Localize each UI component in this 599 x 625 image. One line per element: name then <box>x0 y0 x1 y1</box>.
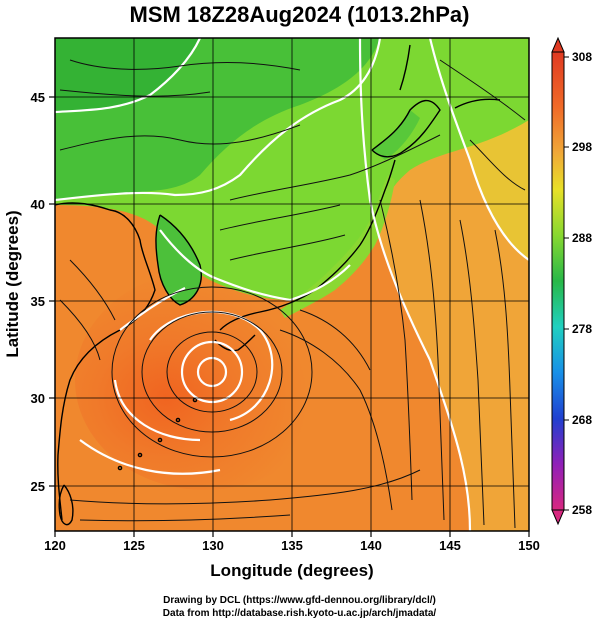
colorbar: 308 298 288 278 268 258 <box>551 36 592 526</box>
x-tick-label: 140 <box>360 538 382 553</box>
x-tick-label: 125 <box>123 538 145 553</box>
x-axis: 120 125 130 135 140 145 150 Longitude (d… <box>44 531 540 580</box>
x-tick-label: 135 <box>281 538 303 553</box>
y-axis-title: Latitude (degrees) <box>3 210 22 357</box>
colorbar-label: 308 <box>572 50 592 64</box>
colorbar-label: 268 <box>572 413 592 427</box>
y-tick-label: 35 <box>31 294 45 309</box>
x-axis-title: Longitude (degrees) <box>210 561 373 580</box>
y-tick-label: 40 <box>31 197 45 212</box>
colorbar-label: 258 <box>572 503 592 517</box>
x-tick-label: 130 <box>202 538 224 553</box>
colorbar-label: 288 <box>572 231 592 245</box>
y-tick-label: 30 <box>31 391 45 406</box>
credit-line-data: Data from http://database.rish.kyoto-u.a… <box>162 608 437 619</box>
graticule <box>55 38 529 531</box>
y-tick-label: 25 <box>31 479 45 494</box>
x-tick-label: 145 <box>439 538 461 553</box>
colorbar-label: 298 <box>572 140 592 154</box>
isotherms <box>55 38 529 531</box>
map-title: MSM 18Z28Aug2024 (1013.2hPa) <box>129 2 470 27</box>
x-tick-label: 150 <box>518 538 540 553</box>
colorbar-label: 278 <box>572 322 592 336</box>
credit-line-drawing: Drawing by DCL (https://www.gfd-dennou.o… <box>163 595 436 606</box>
x-tick-label: 120 <box>44 538 66 553</box>
credits: Drawing by DCL (https://www.gfd-dennou.o… <box>0 594 599 620</box>
y-tick-label: 45 <box>31 90 45 105</box>
y-axis: 25 30 35 40 45 Latitude (degrees) <box>3 90 55 494</box>
wind-streamlines <box>59 59 526 529</box>
